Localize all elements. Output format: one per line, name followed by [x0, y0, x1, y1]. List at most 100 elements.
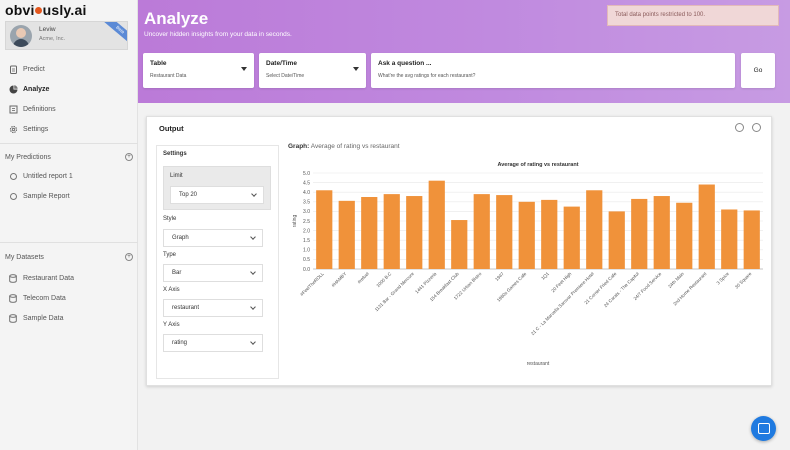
y-tick-label: 4.0 — [303, 190, 310, 196]
x-tick-label: 1947 — [494, 271, 505, 282]
type-value: Bar — [172, 270, 182, 276]
bar — [428, 180, 445, 269]
logo-dot-icon — [35, 7, 43, 14]
page-title: Analyze — [144, 9, 209, 28]
datetime-label: Date/Time — [266, 60, 297, 67]
xaxis-label: X Axis — [163, 287, 180, 293]
question-value: What're the avg ratings for each restaur… — [378, 73, 476, 79]
go-button[interactable]: Go — [741, 53, 775, 88]
type-select[interactable]: Bar — [163, 264, 263, 282]
app-logo[interactable]: obvi usly.ai — [5, 2, 87, 18]
add-prediction-icon[interactable]: + — [125, 153, 133, 161]
question-label: Ask a question ... — [378, 60, 432, 67]
prediction-item[interactable]: Untitled report 1 — [8, 169, 73, 183]
nav-item-definitions[interactable]: Definitions — [8, 102, 56, 116]
bar — [338, 200, 355, 269]
limit-label: Limit — [170, 173, 183, 179]
page-subtitle: Uncover hidden insights from your data i… — [144, 31, 292, 38]
info-icon[interactable] — [752, 123, 761, 132]
dataset-item[interactable]: Telecom Data — [8, 291, 66, 305]
datetime-select[interactable]: Date/Time Select Date/Time — [259, 53, 366, 88]
y-tick-label: 3.0 — [303, 209, 310, 215]
bar — [518, 201, 535, 269]
datetime-value: Select Date/Time — [266, 73, 305, 79]
bar — [541, 199, 558, 269]
chevron-down-icon — [251, 191, 257, 197]
bar — [563, 206, 580, 269]
nav-item-predict[interactable]: Predict — [8, 62, 45, 76]
bar — [608, 211, 625, 269]
y-tick-label: 0.5 — [303, 257, 310, 263]
settings-panel: Settings Limit Top 20 Style Graph Type B… — [156, 145, 279, 379]
xaxis-select[interactable]: restaurant — [163, 299, 263, 317]
x-tick-label: 3 Spice — [716, 271, 731, 286]
graph-prefix: Graph: — [288, 143, 310, 150]
dataset-label: Restaurant Data — [23, 274, 74, 282]
x-tick-label: #HAMBY — [331, 271, 348, 288]
x-tick-label: 30 Square — [734, 271, 753, 290]
style-label: Style — [163, 216, 177, 222]
predictions-heading: My Predictions — [5, 153, 51, 161]
user-card[interactable]: Leviw Acme, Inc. Beta — [5, 21, 128, 50]
nav-label: Predict — [23, 65, 45, 73]
refresh-icon[interactable] — [735, 123, 744, 132]
nav-item-analyze[interactable]: Analyze — [8, 82, 49, 96]
datasets-header: My Datasets + — [5, 251, 133, 263]
chevron-down-icon — [250, 339, 256, 345]
bar — [406, 196, 423, 269]
table-label: Table — [150, 60, 167, 67]
prediction-label: Sample Report — [23, 192, 70, 200]
limit-select[interactable]: Top 20 — [170, 186, 264, 204]
avatar — [10, 25, 32, 47]
nav-label: Analyze — [23, 85, 50, 93]
y-tick-label: 5.0 — [303, 171, 310, 177]
settings-title: Settings — [163, 151, 187, 157]
bar — [383, 194, 400, 269]
database-icon — [8, 293, 18, 303]
limit-group: Limit Top 20 — [163, 166, 271, 210]
x-tick-label: 24th Main — [667, 271, 685, 289]
question-input[interactable]: Ask a question ... What're the avg ratin… — [371, 53, 735, 88]
style-select[interactable]: Graph — [163, 229, 263, 247]
graph-description: Average of rating vs restaurant — [310, 143, 400, 150]
chat-button[interactable] — [751, 416, 776, 441]
table-select[interactable]: Table Restaurant Data — [143, 53, 254, 88]
divider — [0, 242, 138, 243]
add-dataset-icon[interactable]: + — [125, 253, 133, 261]
gear-icon — [8, 124, 18, 134]
table-value: Restaurant Data — [150, 73, 187, 79]
graph-caption: Graph: Average of rating vs restaurant — [288, 143, 400, 150]
bar — [316, 190, 333, 269]
y-tick-label: 2.0 — [303, 228, 310, 234]
limit-notice: Total data points restricted to 100. — [607, 5, 779, 26]
nav-item-settings[interactable]: Settings — [8, 122, 48, 136]
book-icon — [8, 104, 18, 114]
caret-down-icon — [353, 67, 359, 71]
pie-chart-icon — [8, 84, 18, 94]
prediction-item[interactable]: Sample Report — [8, 189, 70, 203]
x-tick-label: 1131 Bar - Grand Mercure — [374, 271, 416, 313]
chevron-down-icon — [250, 234, 256, 240]
bar — [631, 198, 648, 269]
yaxis-label: Y Axis — [163, 322, 180, 328]
yaxis-select[interactable]: rating — [163, 334, 263, 352]
x-tick-label: 1Q1 — [540, 271, 550, 281]
bar — [451, 220, 468, 269]
caret-down-icon — [241, 67, 247, 71]
database-icon — [8, 273, 18, 283]
x-tick-label: #refuel — [356, 271, 369, 284]
x-axis-label: restaurant — [527, 361, 550, 367]
dataset-item[interactable]: Restaurant Data — [8, 271, 74, 285]
bar — [721, 209, 738, 269]
style-value: Graph — [172, 235, 189, 241]
chevron-down-icon — [250, 304, 256, 310]
y-tick-label: 1.5 — [303, 238, 310, 244]
divider — [0, 143, 138, 144]
bar — [361, 197, 378, 269]
yaxis-value: rating — [172, 340, 188, 346]
chevron-down-icon — [250, 269, 256, 275]
user-org: Acme, Inc. — [39, 36, 65, 42]
dataset-label: Telecom Data — [23, 294, 66, 302]
dataset-item[interactable]: Sample Data — [8, 311, 63, 325]
prediction-label: Untitled report 1 — [23, 172, 73, 180]
